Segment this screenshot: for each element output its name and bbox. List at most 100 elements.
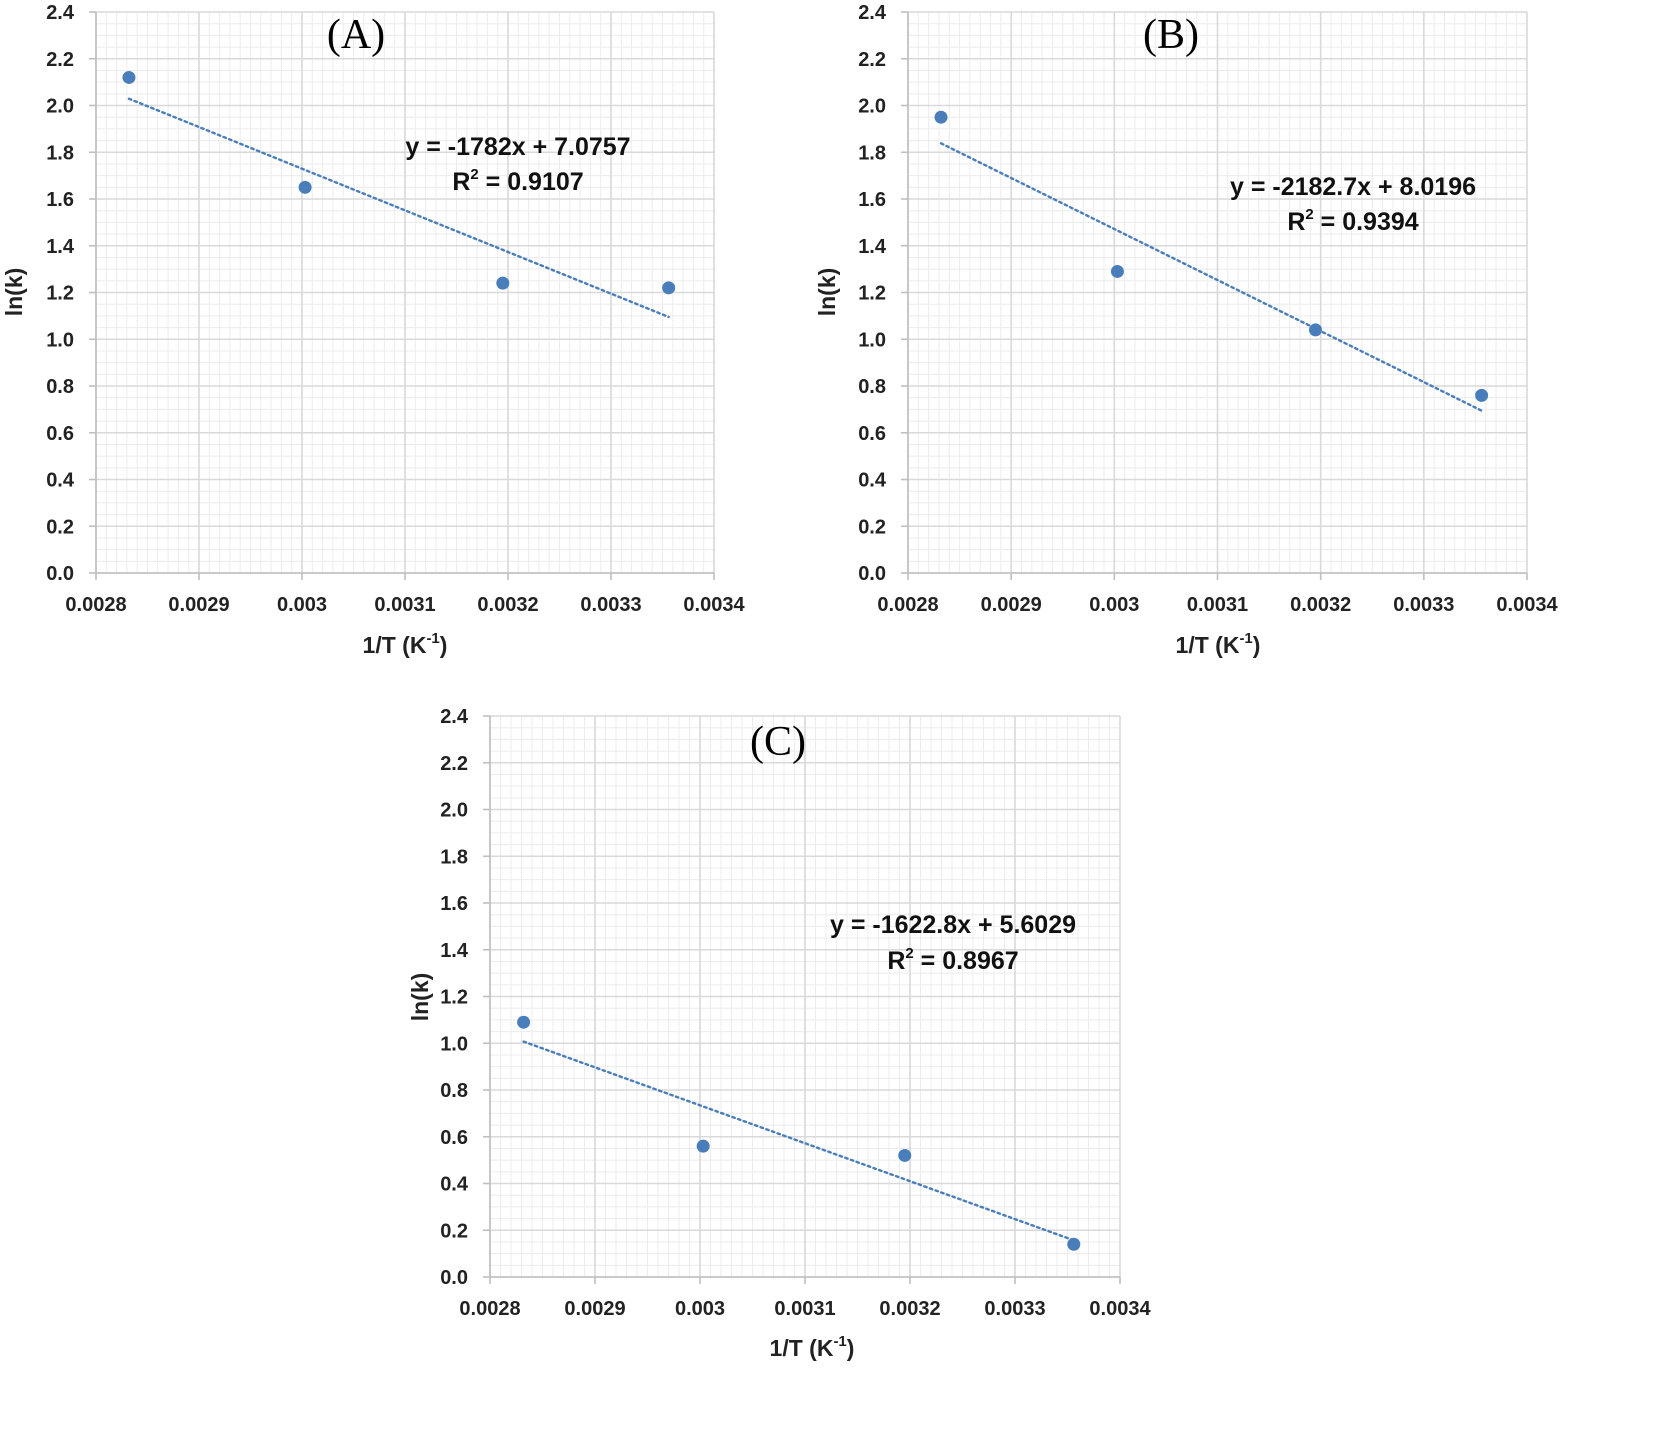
y-tick-label: 2.4: [46, 2, 75, 24]
x-axis-title-main: 1/T (K: [1176, 632, 1240, 658]
x-axis-title-exponent: -1: [833, 1333, 846, 1350]
y-tick-label: 2.0: [440, 800, 468, 822]
panel-label: (B): [1143, 12, 1199, 58]
x-tick-label: 0.0032: [879, 1298, 940, 1320]
x-axis-title: 1/T (K-1): [363, 630, 448, 658]
x-tick-label: 0.003: [1089, 594, 1139, 616]
panel-label: (A): [327, 12, 385, 58]
major-gridlines: [95, 11, 715, 574]
y-tick-label: 0.2: [440, 1220, 468, 1242]
major-gridlines: [907, 11, 1528, 574]
data-point: [696, 1139, 710, 1153]
y-tick-label: 2.0: [46, 96, 74, 118]
data-point: [122, 70, 136, 84]
x-tick-label: 0.0032: [477, 594, 538, 616]
data-point: [662, 281, 676, 295]
y-tick-label: 0.4: [440, 1174, 469, 1196]
r-squared-exponent: 2: [1305, 206, 1313, 223]
x-tick-label: 0.0029: [564, 1298, 625, 1320]
r-squared-value: = 0.9394: [1314, 208, 1419, 236]
y-tick-label: 1.6: [858, 189, 886, 211]
x-axis-title: 1/T (K-1): [1176, 630, 1261, 658]
y-tick-label: 1.8: [440, 846, 468, 868]
chart-panel-c: 0.0028 0.0029 0.003 0.0031 0.0032 0.0033 0.003…: [407, 706, 1151, 1361]
y-tick-label: 1.6: [46, 189, 74, 211]
y-tick-label: 1.4: [858, 236, 887, 258]
trendline-equation: y = -2182.7x + 8.0196: [1230, 173, 1476, 201]
chart-panel-b: 0.0028 0.0029 0.003 0.0031 0.0032 0.0033 0.003…: [814, 2, 1558, 658]
x-tick-label: 0.0028: [459, 1298, 520, 1320]
y-tick-label: 2.2: [858, 49, 886, 71]
y-tick-label: 2.2: [440, 753, 468, 775]
y-tick-label: 2.2: [46, 49, 74, 71]
data-point: [1309, 323, 1323, 337]
trendline-equation: y = -1782x + 7.0757: [405, 133, 630, 161]
r-squared-value: = 0.8967: [914, 947, 1019, 975]
y-tick-label: 0.4: [858, 470, 887, 492]
y-tick-label: 1.2: [858, 283, 886, 305]
x-axis-title-end: ): [847, 1335, 855, 1361]
y-tick-label: 0.6: [46, 423, 74, 445]
data-point: [1067, 1237, 1081, 1251]
x-axis-title-exponent: -1: [1239, 630, 1252, 647]
y-tick-label: 0.2: [858, 516, 886, 538]
x-tick-label: 0.0034: [1496, 594, 1558, 616]
x-axis-title-end: ): [440, 632, 448, 658]
r-squared-symbol: R: [1287, 208, 1305, 236]
x-tick-label: 0.0034: [1089, 1298, 1151, 1320]
x-tick-label: 0.0033: [1393, 594, 1454, 616]
trendline-equation: y = -1622.8x + 5.6029: [830, 911, 1076, 939]
data-point: [934, 110, 948, 124]
data-point: [496, 276, 510, 290]
panel-label: (C): [750, 719, 806, 765]
y-tick-label: 1.6: [440, 893, 468, 915]
x-axis-title-main: 1/T (K: [363, 632, 427, 658]
data-point: [898, 1148, 912, 1162]
y-tick-label: 0.0: [46, 563, 74, 585]
data-point: [517, 1015, 531, 1029]
x-tick-label: 0.0029: [981, 594, 1042, 616]
y-tick-label: 1.4: [440, 940, 469, 962]
x-axis-title: 1/T (K-1): [770, 1333, 855, 1361]
x-tick-label: 0.003: [277, 594, 327, 616]
x-tick-label: 0.0031: [374, 594, 435, 616]
y-tick-label: 0.0: [858, 563, 886, 585]
r-squared-symbol: R: [887, 947, 905, 975]
x-axis-title-main: 1/T (K: [770, 1335, 834, 1361]
chart-panel-a: 0.0028 0.0029 0.003 0.0031 0.0032 0.0033 0.003…: [1, 2, 745, 658]
x-tick-label: 0.0032: [1290, 594, 1351, 616]
trendline: [522, 1040, 1076, 1242]
y-tick-label: 1.8: [858, 142, 886, 164]
y-tick-label: 0.0: [440, 1267, 468, 1289]
y-tick-label: 0.6: [440, 1127, 468, 1149]
data-point: [1475, 388, 1489, 402]
x-axis-title-exponent: -1: [426, 630, 439, 647]
x-tick-label: 0.0028: [877, 594, 938, 616]
y-tick-label: 0.8: [858, 376, 886, 398]
x-tick-label: 0.0031: [1187, 594, 1248, 616]
data-point: [1110, 264, 1124, 278]
x-tick-label: 0.0033: [984, 1298, 1045, 1320]
y-axis-title: ln(k): [814, 268, 840, 317]
y-tick-label: 0.8: [46, 376, 74, 398]
y-tick-label: 2.0: [858, 96, 886, 118]
trendline: [939, 142, 1483, 412]
r-squared-exponent: 2: [470, 166, 478, 183]
r-squared-label: R2 = 0.8967: [887, 945, 1018, 975]
y-tick-label: 0.2: [46, 516, 74, 538]
r-squared-value: = 0.9107: [479, 168, 584, 196]
y-tick-label: 0.8: [440, 1080, 468, 1102]
x-tick-label: 0.0028: [65, 594, 126, 616]
y-tick-label: 1.4: [46, 236, 75, 258]
trendline: [127, 97, 670, 319]
r-squared-label: R2 = 0.9107: [452, 166, 583, 196]
y-tick-label: 0.4: [46, 470, 75, 492]
y-tick-label: 1.0: [858, 329, 886, 351]
r-squared-label: R2 = 0.9394: [1287, 206, 1418, 236]
r-squared-symbol: R: [452, 168, 470, 196]
y-tick-label: 2.4: [440, 706, 469, 728]
y-tick-label: 1.2: [46, 283, 74, 305]
x-tick-label: 0.0033: [580, 594, 641, 616]
y-tick-label: 2.4: [858, 2, 887, 24]
